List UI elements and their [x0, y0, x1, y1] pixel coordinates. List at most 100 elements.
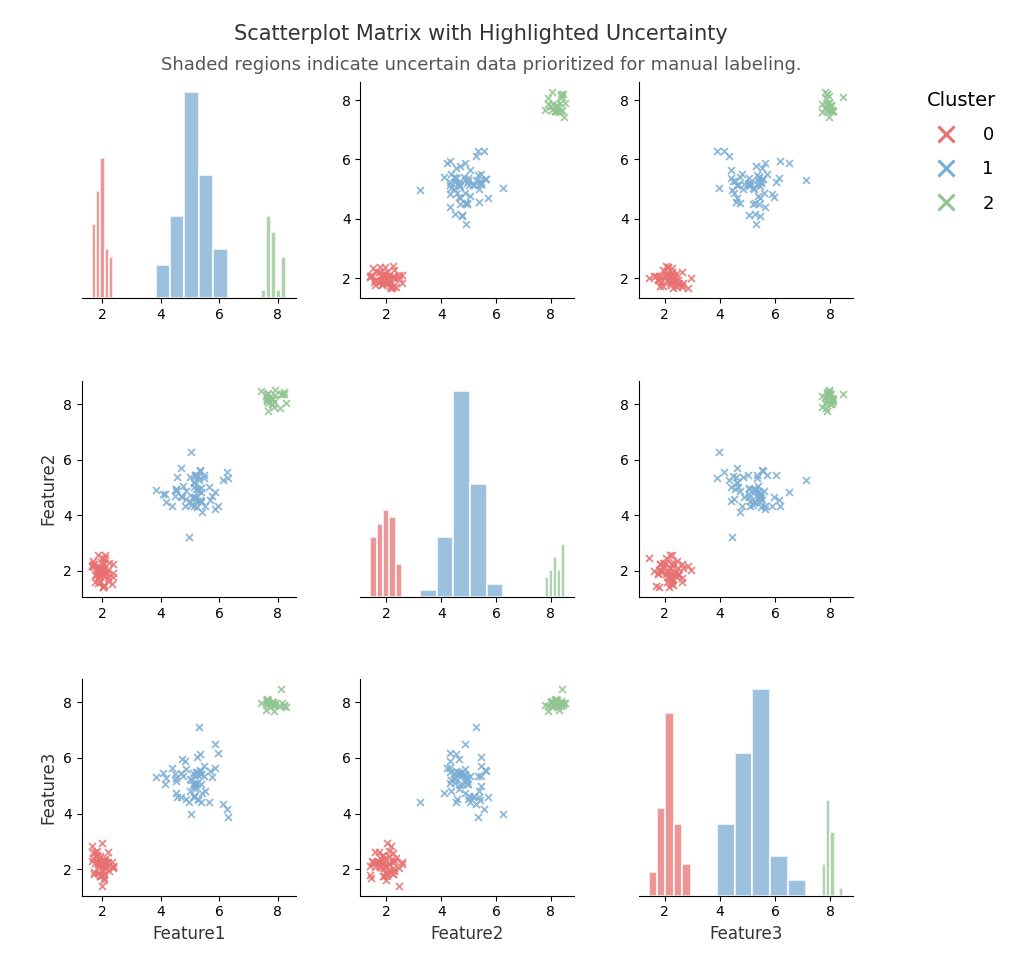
Point	[92, 560, 109, 576]
Point	[88, 566, 104, 582]
Point	[821, 95, 838, 111]
Point	[670, 567, 686, 583]
Point	[680, 558, 696, 573]
Point	[734, 469, 751, 484]
Point	[384, 855, 400, 871]
Point	[383, 853, 399, 869]
Point	[556, 695, 572, 711]
Point	[821, 110, 838, 125]
Point	[821, 89, 838, 104]
Point	[372, 273, 388, 288]
Point	[194, 786, 210, 801]
Point	[95, 579, 112, 594]
Point	[89, 856, 105, 872]
Point	[265, 697, 282, 713]
Bar	[91, 224, 96, 299]
Point	[496, 807, 512, 822]
Point	[259, 386, 275, 402]
Point	[746, 195, 763, 211]
Point	[471, 783, 487, 798]
Point	[445, 766, 462, 781]
Point	[798, 172, 814, 188]
Point	[665, 578, 681, 593]
Point	[451, 190, 467, 205]
Bar	[383, 510, 389, 597]
Point	[728, 177, 744, 193]
Point	[95, 871, 112, 886]
Point	[477, 764, 494, 779]
Point	[821, 382, 838, 398]
Point	[273, 386, 290, 402]
Point	[460, 776, 476, 792]
Point	[556, 95, 572, 111]
Point	[185, 789, 202, 804]
Point	[267, 695, 284, 711]
Point	[456, 767, 472, 782]
Point	[729, 475, 745, 490]
Bar	[199, 174, 213, 299]
Point	[736, 176, 753, 192]
Point	[550, 699, 566, 715]
Point	[658, 566, 675, 582]
Point	[462, 768, 478, 783]
Point	[825, 391, 842, 406]
Point	[734, 498, 751, 513]
Point	[551, 703, 567, 718]
Point	[652, 278, 669, 294]
Bar	[545, 577, 549, 597]
Point	[835, 386, 851, 402]
Point	[366, 274, 382, 290]
Point	[540, 703, 556, 718]
Point	[177, 792, 194, 807]
Point	[197, 467, 213, 482]
Point	[441, 775, 458, 791]
Point	[173, 765, 189, 780]
Point	[648, 579, 665, 594]
Point	[547, 692, 563, 708]
Point	[97, 850, 114, 866]
Point	[663, 274, 679, 290]
Point	[728, 195, 744, 210]
Point	[552, 697, 568, 713]
Point	[445, 181, 462, 196]
Point	[262, 389, 279, 404]
Point	[93, 555, 110, 570]
Point	[441, 745, 458, 761]
Point	[756, 463, 772, 479]
Point	[726, 491, 742, 507]
Point	[186, 467, 203, 482]
Bar	[553, 557, 557, 597]
Point	[393, 856, 410, 872]
Point	[553, 693, 569, 709]
Point	[364, 268, 380, 283]
Point	[741, 481, 758, 496]
Point	[546, 96, 562, 112]
Point	[374, 268, 390, 283]
Point	[219, 801, 236, 817]
Point	[473, 176, 489, 192]
Point	[202, 492, 218, 508]
Point	[219, 464, 236, 480]
Point	[86, 864, 102, 879]
Point	[386, 862, 402, 877]
Point	[376, 869, 392, 884]
Point	[93, 878, 110, 894]
Point	[723, 162, 739, 177]
Point	[543, 694, 559, 710]
Point	[90, 866, 106, 881]
Point	[265, 394, 282, 409]
Point	[659, 264, 676, 279]
Point	[674, 265, 690, 280]
Point	[659, 562, 676, 578]
Point	[652, 562, 669, 578]
Point	[219, 809, 236, 824]
Point	[662, 560, 678, 576]
Point	[91, 869, 108, 884]
Point	[157, 776, 173, 792]
Point	[372, 857, 388, 872]
Point	[744, 481, 761, 496]
Point	[477, 171, 494, 187]
Point	[189, 468, 206, 483]
Point	[259, 693, 275, 709]
Point	[665, 559, 681, 574]
